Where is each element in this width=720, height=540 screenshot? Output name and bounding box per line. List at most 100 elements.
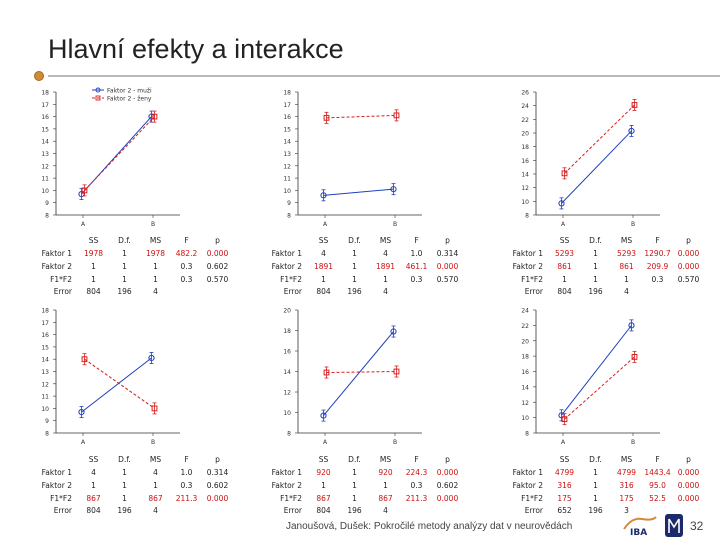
y-tick-label: 14	[41, 357, 49, 364]
table-row: Faktor 2 1 1 1 0.3 0.602	[256, 479, 463, 492]
table-cell	[171, 504, 202, 517]
column-header: MS	[620, 454, 633, 464]
y-tick-label: 17	[283, 102, 291, 109]
row-label: Faktor 2	[271, 480, 302, 490]
column-header: SS	[88, 454, 99, 464]
table-cell: 196	[347, 287, 362, 297]
table-row: Error 804 196 4	[256, 504, 463, 517]
y-tick-label: 12	[41, 381, 49, 388]
table-cell: 196	[588, 506, 603, 516]
y-tick-label: 13	[41, 151, 49, 158]
y-tick-label: 12	[41, 163, 49, 170]
row-label: F1*F2	[280, 493, 302, 503]
column-header: p	[686, 235, 691, 245]
data-point	[631, 102, 638, 108]
table-cell: 1	[91, 274, 96, 284]
y-tick-label: 8	[287, 431, 291, 438]
x-tick-label: B	[151, 221, 155, 228]
header-blank	[256, 452, 308, 467]
y-tick-label: 24	[521, 308, 529, 315]
data-point	[558, 412, 565, 419]
x-tick-label: B	[631, 221, 635, 228]
row-label: Error	[283, 287, 302, 297]
row-label: Faktor 2	[271, 261, 302, 271]
table-cell: 1	[593, 249, 598, 259]
x-tick-label: B	[151, 439, 155, 446]
legend-label: Faktor 2 - ženy	[107, 95, 152, 102]
table-cell: 1891	[375, 261, 396, 271]
column-header: F	[184, 235, 189, 245]
column-header: SS	[318, 454, 329, 464]
row-label: Faktor 1	[41, 468, 72, 478]
table-row: F1*F2 1 1 1 0.3 0.570	[256, 273, 463, 286]
table-cell: 1	[91, 480, 96, 490]
header-blank	[26, 233, 78, 248]
data-point	[393, 368, 400, 375]
table-cell: 0.314	[206, 468, 229, 478]
y-tick-label: 20	[283, 308, 291, 315]
table-cell: 0.314	[436, 249, 459, 259]
table-cell: 1	[91, 261, 96, 271]
table-cell: 224.3	[405, 468, 428, 478]
table-row: Faktor 1 1978 1 1978 482.2 0.000	[26, 248, 233, 261]
y-tick-label: 14	[283, 139, 291, 146]
table-cell: 1	[122, 480, 127, 490]
data-point	[320, 412, 327, 419]
table-cell: 1	[122, 493, 127, 503]
series-line	[326, 114, 397, 119]
table-cell: 1	[352, 249, 357, 259]
table-cell: 1	[321, 274, 326, 284]
table-row: F1*F2 867 1 867 211.3 0.000	[26, 492, 233, 505]
row-label: F1*F2	[521, 274, 543, 284]
row-label: F1*F2	[521, 493, 543, 503]
table-cell: 1	[321, 480, 326, 490]
table-row: Faktor 2 1 1 1 0.3 0.602	[26, 479, 233, 492]
table-cell: 0.3	[651, 274, 664, 284]
table-cell: 1290.7	[644, 249, 671, 259]
row-label: Faktor 2	[512, 480, 543, 490]
table-row: Faktor 1 4 1 4 1.0 0.314	[26, 467, 233, 480]
chart-3: 8 10 12 14 16 18 20 22 24 26 A B	[521, 90, 660, 228]
table-row: Faktor 2 861 1 861 209.9 0.000	[497, 260, 704, 273]
table-cell: 4	[321, 249, 326, 259]
table-cell: 482.2	[175, 249, 198, 259]
iba-logo: IBA	[623, 516, 657, 537]
table-cell: 920	[316, 468, 331, 478]
series-line	[561, 130, 632, 204]
row-label: Faktor 1	[271, 249, 302, 259]
table-cell: 1	[122, 468, 127, 478]
table-cell: 5293	[616, 249, 637, 259]
y-tick-label: 18	[283, 90, 291, 97]
table-cell: 4	[153, 287, 158, 297]
table-cell	[202, 285, 233, 298]
table-cell: 0.570	[206, 274, 229, 284]
header-blank	[497, 233, 549, 248]
y-tick-label: 22	[521, 117, 529, 124]
table-cell: 1.0	[180, 468, 193, 478]
table-cell: 1.0	[410, 249, 423, 259]
data-point	[151, 405, 158, 412]
column-header: p	[686, 454, 691, 464]
data-point	[81, 356, 88, 363]
table-row: Faktor 2 1 1 1 0.3 0.602	[26, 260, 233, 273]
y-tick-label: 10	[521, 415, 529, 422]
table-cell: 1	[352, 493, 357, 503]
table-cell: 1	[153, 274, 158, 284]
series-line	[564, 104, 635, 174]
table-cell: 0.000	[677, 480, 700, 490]
x-tick-label: A	[323, 439, 328, 446]
table-cell: 1978	[145, 249, 166, 259]
series-line	[326, 371, 397, 374]
x-tick-label: A	[323, 221, 328, 228]
y-tick-label: 14	[41, 139, 49, 146]
y-tick-label: 17	[41, 102, 49, 109]
column-header: D.f.	[118, 235, 131, 245]
data-point	[628, 322, 635, 329]
table-cell: 4	[153, 506, 158, 516]
row-label: Faktor 2	[41, 480, 72, 490]
table-cell: 175	[557, 493, 572, 503]
y-tick-label: 10	[41, 406, 49, 413]
